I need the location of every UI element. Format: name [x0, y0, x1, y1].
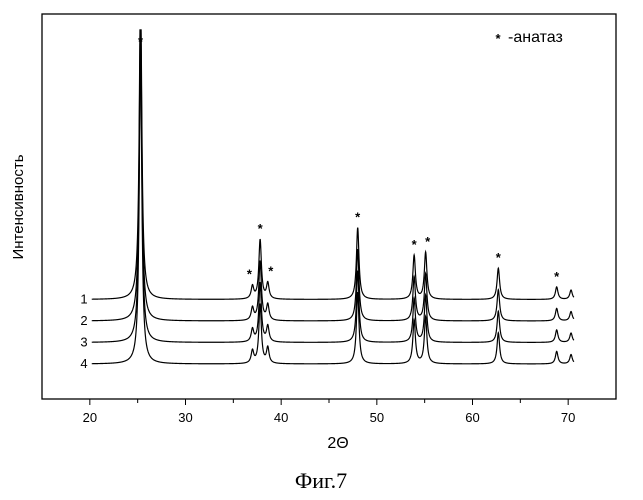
x-axis: 20 30 40 50 60 70	[83, 399, 576, 425]
peak-marker: *	[425, 234, 431, 249]
x-tick-label: 70	[561, 410, 575, 425]
curve-label-2: 2	[80, 313, 87, 328]
peak-markers: * * * * * * * * *	[138, 34, 560, 284]
figure-caption: Фиг.7	[295, 468, 347, 493]
x-tick-label: 60	[465, 410, 479, 425]
x-axis-title: 2Θ	[327, 435, 348, 452]
x-tick-label: 40	[274, 410, 288, 425]
y-axis-title: Интенсивность	[10, 154, 27, 259]
peak-marker: *	[247, 267, 253, 282]
series-curve-3	[92, 30, 574, 342]
peak-marker: *	[268, 263, 274, 278]
peak-marker: *	[258, 221, 264, 236]
curve-label-3: 3	[80, 335, 87, 350]
series-curve-1	[92, 30, 574, 299]
legend: * -анатаз	[495, 29, 562, 46]
curve-labels: 1 2 3 4	[80, 292, 87, 372]
legend-marker: *	[495, 31, 501, 46]
legend-label: -анатаз	[508, 29, 563, 46]
x-tick-label: 20	[83, 410, 97, 425]
peak-marker: *	[554, 269, 560, 284]
x-tick-label: 30	[178, 410, 192, 425]
peak-marker: *	[412, 237, 418, 252]
xrd-chart: 20 30 40 50 60 70 * * * * * * * * * 1 2 3 4 2Θ Интенсивн…	[0, 0, 643, 500]
plot-frame	[42, 14, 616, 399]
series-curve-2	[92, 30, 574, 321]
peak-marker: *	[496, 250, 502, 265]
curves-group	[92, 30, 574, 364]
peak-marker: *	[138, 34, 144, 49]
peak-marker: *	[355, 210, 361, 225]
x-tick-label: 50	[370, 410, 384, 425]
curve-label-1: 1	[80, 292, 87, 307]
curve-label-4: 4	[80, 356, 87, 371]
series-curve-4	[92, 52, 574, 364]
